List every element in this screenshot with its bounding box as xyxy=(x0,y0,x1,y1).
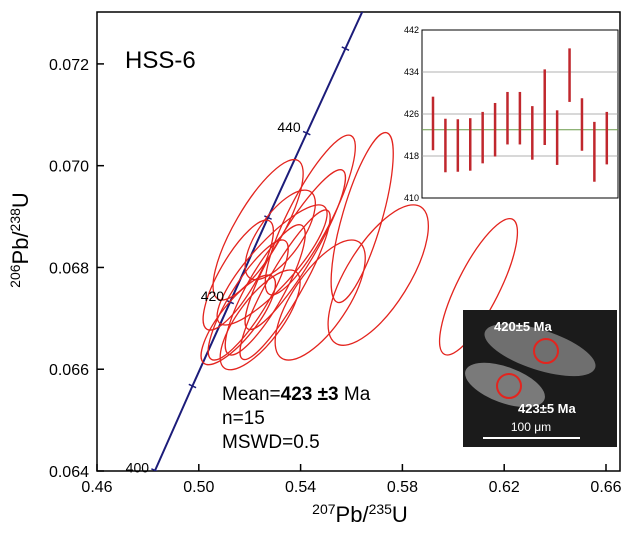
y-tick-label: 0.066 xyxy=(49,362,89,379)
axis-label-part: 206 xyxy=(7,264,23,288)
axis-label-part: 238 xyxy=(7,208,23,232)
mean-label: Mean=423 ±3 Ma xyxy=(222,384,371,405)
x-tick-label: 0.54 xyxy=(285,479,316,496)
concordia-label: 420 xyxy=(201,288,225,304)
spot-label: 423±5 Ma xyxy=(518,401,576,416)
axis-label-part: U xyxy=(392,502,408,527)
axis-label: 206Pb/238U xyxy=(7,192,33,288)
inset-tick-label: 426 xyxy=(404,109,419,119)
y-tick-label: 0.072 xyxy=(49,57,89,74)
axis-label-part: 207 xyxy=(312,501,336,517)
x-tick-label: 0.50 xyxy=(183,479,214,496)
sample-name: HSS-6 xyxy=(125,47,196,74)
mean-unit: Ma xyxy=(339,384,371,405)
error-ellipse xyxy=(239,209,331,361)
x-tick-label: 0.46 xyxy=(81,479,112,496)
zircon-image: 420±5 Ma 423±5 Ma 100 μm xyxy=(463,310,617,447)
mswd-label: MSWD=0.5 xyxy=(222,432,320,453)
error-ellipse xyxy=(330,131,394,304)
inset-tick-label: 442 xyxy=(404,25,419,35)
error-ellipse xyxy=(216,204,328,326)
concordia-label: 400 xyxy=(126,459,150,475)
x-tick-label: 0.66 xyxy=(590,479,621,496)
spot xyxy=(496,373,522,399)
concordia-tick xyxy=(264,215,272,220)
spot-label: 420±5 Ma xyxy=(494,319,552,334)
mean-prefix: Mean= xyxy=(222,384,281,405)
concordia-label: 440 xyxy=(277,119,301,135)
inset-tick-label: 418 xyxy=(404,151,419,161)
axis-label-part: U xyxy=(8,192,33,208)
y-tick-label: 0.064 xyxy=(49,464,89,481)
axis-label: 207Pb/235U xyxy=(312,501,408,527)
plot-area xyxy=(151,12,519,471)
error-ellipse xyxy=(244,169,347,331)
axis-label-part: Pb/ xyxy=(336,502,370,527)
y-tick-label: 0.070 xyxy=(49,159,89,176)
error-ellipse xyxy=(219,269,301,371)
concordia-tick xyxy=(302,130,311,136)
spot xyxy=(533,338,559,364)
scale-label: 100 μm xyxy=(511,420,551,434)
concordia-tick xyxy=(151,468,158,471)
error-ellipse xyxy=(327,204,430,346)
mean-value: 423 ±3 xyxy=(281,384,339,405)
n-label: n=15 xyxy=(222,408,265,429)
x-tick-label: 0.58 xyxy=(387,479,418,496)
concordia-tick xyxy=(188,383,197,389)
concordia-tick xyxy=(341,46,350,51)
x-tick-label: 0.62 xyxy=(489,479,520,496)
error-ellipse xyxy=(274,239,366,361)
grain xyxy=(465,362,545,408)
y-tick-label: 0.068 xyxy=(49,260,89,277)
error-ellipse xyxy=(244,189,317,281)
inset-tick-label: 434 xyxy=(404,67,419,77)
error-ellipse xyxy=(207,239,289,361)
inset-tick-label: 410 xyxy=(404,193,419,203)
error-ellipse xyxy=(202,219,275,331)
axis-label-part: 235 xyxy=(369,501,393,517)
axis-label-part: Pb/ xyxy=(8,231,33,265)
grain xyxy=(484,323,596,377)
plot-frame xyxy=(96,11,621,472)
error-ellipse xyxy=(438,217,519,356)
